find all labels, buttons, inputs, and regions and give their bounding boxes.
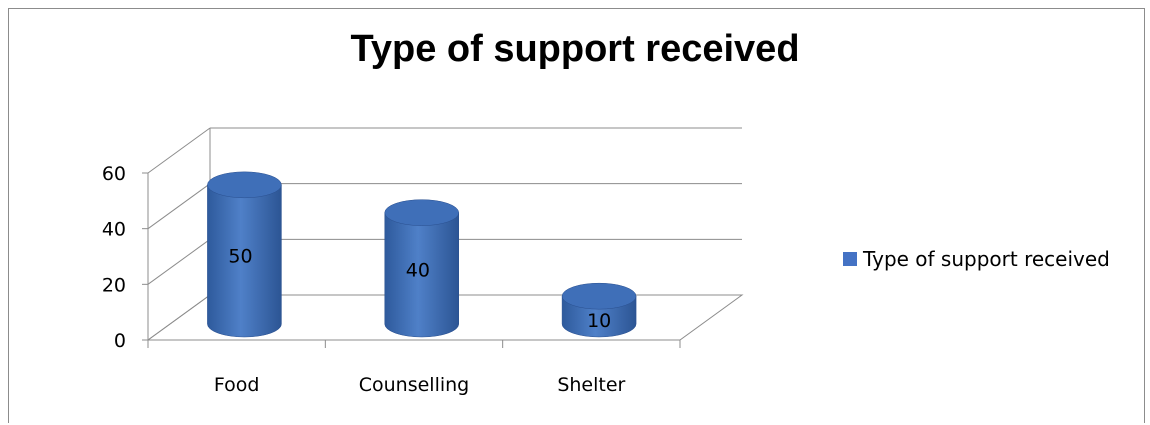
x-tick-label: Shelter bbox=[557, 374, 625, 396]
bar-top bbox=[384, 199, 459, 226]
y-tick-label: 20 bbox=[102, 274, 126, 296]
data-label: 40 bbox=[406, 259, 430, 281]
bar-top bbox=[207, 171, 282, 199]
chart-title: Type of support received bbox=[350, 28, 800, 70]
chart-legend: Type of support received bbox=[843, 247, 1110, 271]
y-tick-label: 40 bbox=[102, 219, 126, 241]
bar-body bbox=[207, 184, 282, 338]
x-tick-label: Counselling bbox=[359, 374, 470, 396]
legend-swatch bbox=[843, 252, 857, 266]
data-label: 50 bbox=[228, 245, 252, 267]
gridline-side bbox=[147, 183, 211, 230]
bar-shelter bbox=[561, 282, 637, 338]
y-tick-label: 60 bbox=[102, 163, 126, 185]
y-tick-label: 0 bbox=[114, 330, 126, 352]
bar-top bbox=[561, 282, 637, 310]
bar-body bbox=[384, 212, 459, 338]
gridline-side bbox=[147, 127, 211, 174]
chart-frame bbox=[8, 8, 1145, 423]
data-label: 10 bbox=[587, 310, 611, 332]
legend-label: Type of support received bbox=[863, 247, 1110, 271]
bar-counselling bbox=[384, 199, 459, 338]
gridline-side bbox=[147, 238, 211, 285]
bar-food bbox=[207, 171, 282, 338]
x-tick-label: Food bbox=[214, 374, 260, 396]
